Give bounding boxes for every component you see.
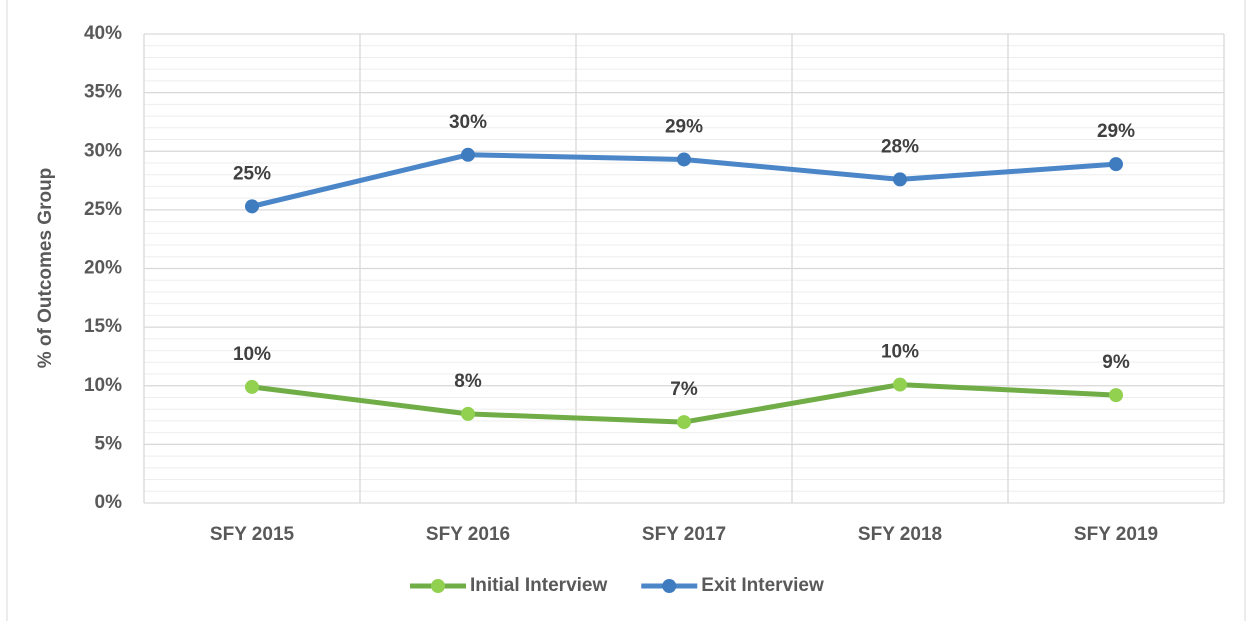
y-tick-label: 0% — [95, 492, 123, 513]
data-label: 30% — [449, 112, 487, 133]
data-point — [1109, 388, 1123, 403]
x-tick-label: SFY 2019 — [1074, 524, 1158, 545]
data-point — [245, 379, 259, 394]
y-tick-label: 15% — [84, 316, 122, 337]
x-tick-label: SFY 2017 — [642, 524, 726, 545]
data-label: 29% — [1097, 121, 1135, 142]
legend-label: Initial Interview — [470, 575, 607, 596]
y-axis-label: % of Outcomes Group — [35, 168, 56, 369]
data-point — [893, 172, 907, 187]
data-point — [461, 147, 475, 162]
y-tick-label: 25% — [84, 199, 122, 220]
data-point — [461, 406, 475, 421]
legend-label: Exit Interview — [701, 575, 824, 596]
y-tick-label: 30% — [84, 140, 122, 161]
data-label: 8% — [454, 371, 482, 392]
data-label: 25% — [233, 163, 271, 184]
data-label: 29% — [665, 116, 703, 137]
data-point — [677, 415, 691, 430]
y-tick-label: 40% — [84, 23, 122, 44]
x-tick-label: SFY 2016 — [426, 524, 510, 545]
x-tick-label: SFY 2018 — [858, 524, 942, 545]
data-label: 28% — [881, 136, 919, 157]
y-tick-label: 10% — [84, 375, 122, 396]
y-tick-label: 5% — [95, 433, 123, 454]
y-tick-label: 35% — [84, 82, 122, 103]
data-label: 10% — [881, 342, 919, 363]
data-point — [677, 152, 691, 167]
data-label: 9% — [1102, 352, 1130, 373]
data-label: 10% — [233, 344, 271, 365]
data-point — [893, 377, 907, 392]
y-tick-label: 20% — [84, 258, 122, 279]
data-label: 7% — [670, 379, 698, 400]
data-point — [245, 199, 259, 214]
data-point — [1109, 157, 1123, 172]
legend-marker — [431, 579, 445, 593]
legend-marker — [662, 579, 677, 593]
x-tick-label: SFY 2015 — [210, 524, 295, 545]
